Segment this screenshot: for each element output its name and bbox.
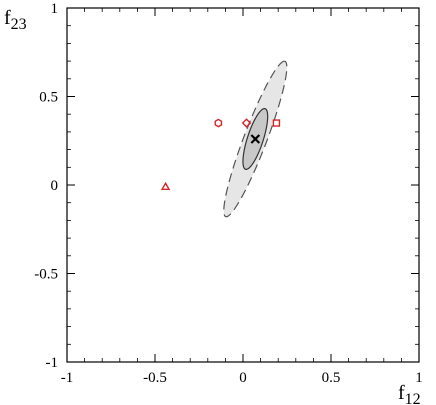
y-tick-label: 1 xyxy=(51,1,59,17)
y-axis-label-base: f xyxy=(4,7,11,29)
y-tick-label: -1 xyxy=(46,355,59,371)
point-square xyxy=(272,119,281,127)
point-hexagon xyxy=(214,118,223,128)
y-tick-label: 0.5 xyxy=(39,90,58,106)
y-tick-label: -0.5 xyxy=(34,267,58,283)
x-tick-label: 0.5 xyxy=(322,370,341,386)
y-tick-label: 0 xyxy=(51,178,59,194)
data-points xyxy=(160,118,281,190)
x-tick-label: -1 xyxy=(61,370,74,386)
y-axis-label: f23 xyxy=(4,7,27,33)
x-tick-label: -0.5 xyxy=(143,370,167,386)
point-diamond xyxy=(241,118,252,128)
x-axis-label: f12 xyxy=(398,382,421,405)
y-axis-label-subscript: 23 xyxy=(11,16,27,33)
best-fit-marker xyxy=(250,134,261,144)
point-triangle xyxy=(160,181,171,190)
x-axis-label-base: f xyxy=(398,382,405,404)
axis-ticks: -1 -0.5 0 0.5 1 -1 -0.5 0 0.5 1 xyxy=(34,1,423,386)
x-tick-label: 1 xyxy=(415,370,423,386)
x-axis-label-subscript: 12 xyxy=(405,391,421,405)
x-tick-label: 0 xyxy=(239,370,247,386)
